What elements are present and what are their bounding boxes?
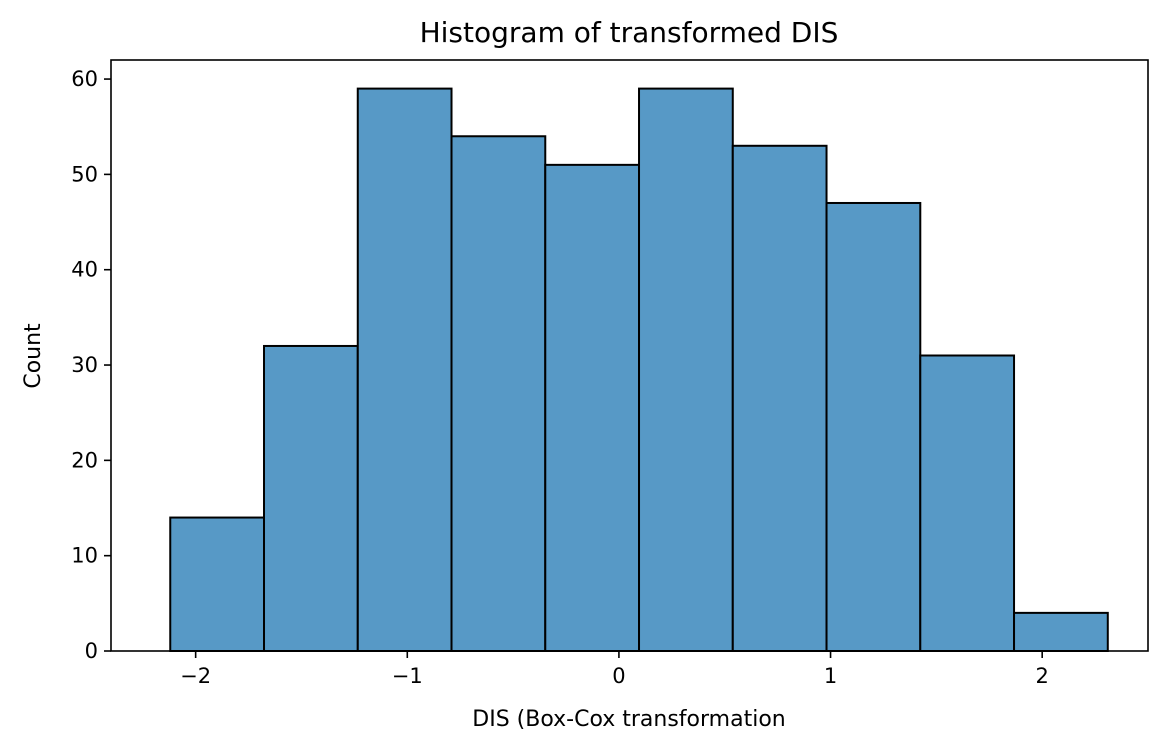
x-tick-label: 2 [1035, 664, 1048, 688]
x-axis: −2 −1 0 1 2 [180, 651, 1049, 688]
histogram-bar [919, 354, 1016, 652]
histogram-bar [263, 344, 359, 652]
bars-layer [169, 87, 1109, 653]
histogram-bar [638, 87, 734, 652]
plot-frame [110, 59, 1149, 652]
histogram-bar [731, 144, 828, 653]
histogram-bar [1013, 611, 1109, 653]
x-tick-label: −1 [392, 664, 423, 688]
x-tick-label: 0 [612, 664, 625, 688]
y-axis-label: Count [21, 323, 46, 389]
histogram-bar [825, 201, 922, 653]
y-tick-label: 40 [71, 258, 98, 282]
x-tick-label: 1 [824, 664, 837, 688]
y-tick-label: 30 [71, 353, 98, 377]
y-tick-label: 50 [71, 162, 98, 186]
y-tick-label: 0 [85, 639, 98, 663]
histogram-bar [169, 516, 266, 653]
y-axis: 0 10 20 30 40 50 60 [71, 67, 111, 663]
histogram-bar [544, 163, 641, 653]
y-tick-label: 10 [71, 544, 98, 568]
x-tick-label: −2 [180, 664, 211, 688]
y-tick-label: 20 [71, 448, 98, 472]
histogram-bar [356, 87, 453, 652]
histogram-bar [450, 135, 547, 653]
x-axis-label: DIS (Box-Cox transformation [472, 707, 785, 732]
y-tick-label: 60 [71, 67, 98, 91]
chart-title: Histogram of transformed DIS [420, 16, 839, 49]
